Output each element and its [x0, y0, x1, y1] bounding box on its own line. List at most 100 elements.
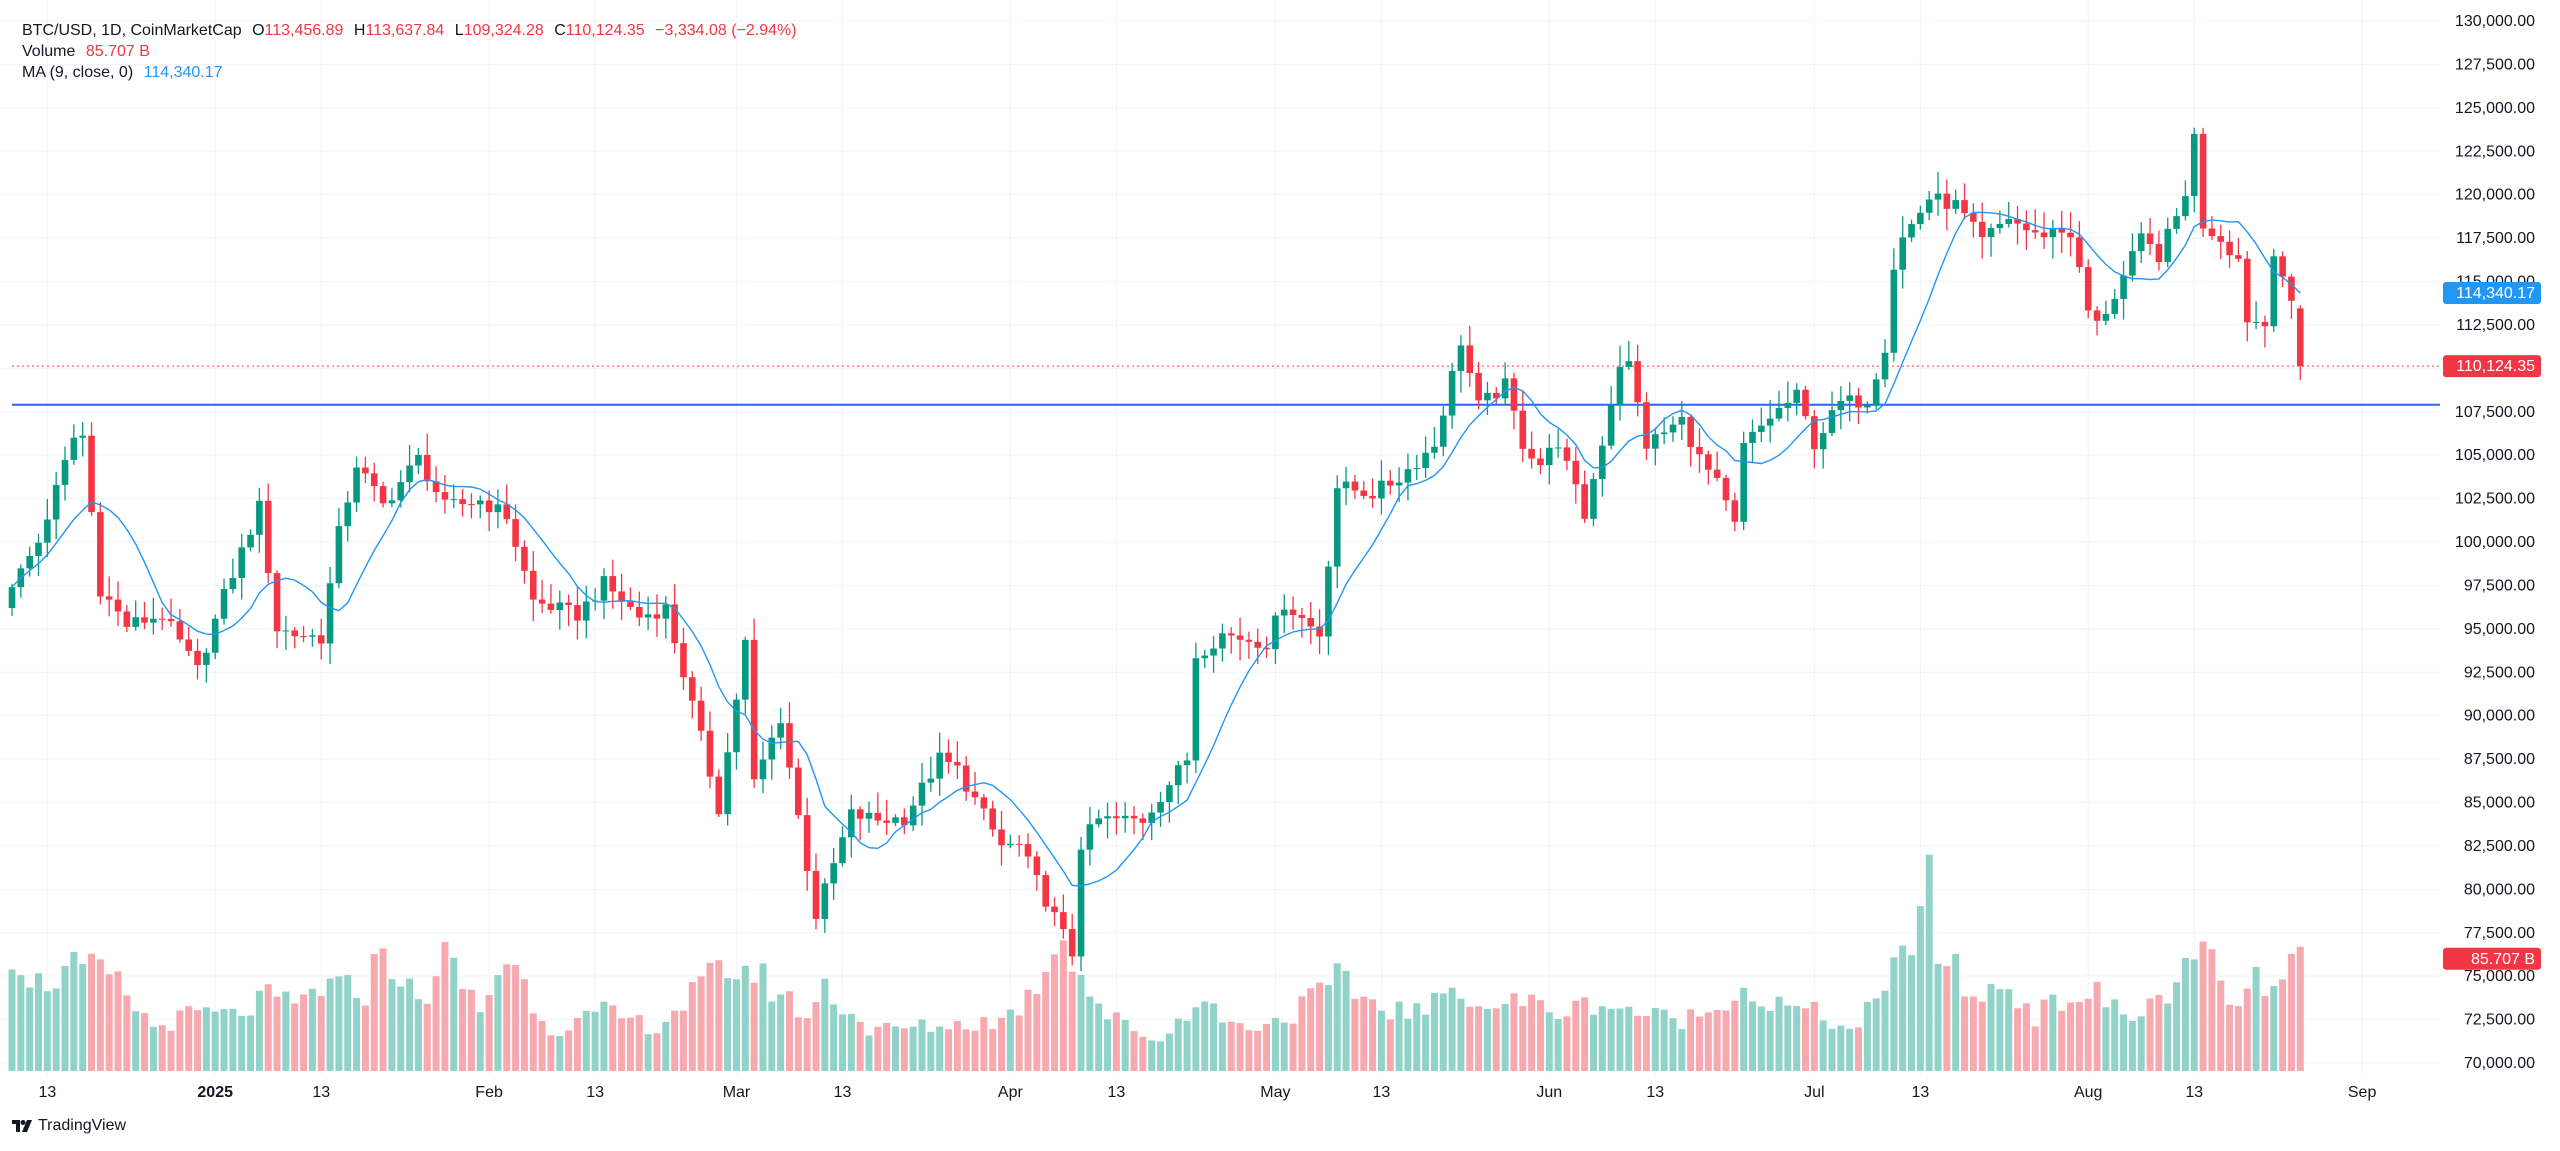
candle [388, 488, 396, 507]
open-label: O [252, 22, 265, 39]
volume-bar [353, 997, 361, 1071]
candle [2182, 180, 2189, 221]
candle-body [1643, 402, 1650, 449]
candle [1439, 406, 1447, 457]
volume-bar [1218, 1022, 1226, 1071]
candle [680, 627, 687, 691]
candle [662, 596, 670, 639]
candle [2190, 127, 2198, 213]
candle-body [582, 601, 590, 621]
candle [1872, 373, 1880, 410]
candle-body [79, 435, 86, 438]
candle-body [317, 635, 325, 644]
candle [1528, 431, 1535, 469]
candle-body [1828, 410, 1836, 434]
low-label: L [454, 22, 464, 39]
volume-bar [79, 964, 87, 1071]
candle-body [945, 752, 952, 762]
volume-bar [1899, 945, 1907, 1071]
volume-bar [945, 1029, 953, 1071]
volume-bar [1687, 1009, 1695, 1071]
candle [2067, 212, 2074, 257]
candle-body [803, 815, 811, 871]
tradingview-brand[interactable]: TradingView [12, 1117, 126, 1135]
volume-bar [2226, 1004, 2234, 1071]
volume-bar [1404, 1018, 1412, 1071]
candle [97, 502, 104, 605]
candle-body [1687, 416, 1694, 447]
volume-bar [2014, 1008, 2022, 1071]
volume-bar [158, 1025, 166, 1071]
volume-bar [370, 954, 378, 1071]
candle [980, 794, 988, 821]
price-axis-label: 70,000.00 [2464, 1055, 2535, 1072]
candle [1961, 183, 1968, 220]
candle [1908, 219, 1915, 242]
candle [1404, 453, 1412, 501]
candle [1581, 470, 1588, 523]
candle-body [821, 883, 829, 919]
candle-body [1872, 379, 1880, 406]
volume-bar [662, 1021, 670, 1071]
candle-body [1934, 193, 1942, 200]
candle [2155, 230, 2163, 271]
candle-body [1793, 389, 1800, 403]
candle [2040, 212, 2048, 249]
candle [1033, 851, 1041, 891]
candle [1060, 894, 1067, 939]
volume-bar [1784, 1005, 1792, 1071]
candle [2076, 220, 2083, 273]
candle [1625, 340, 1633, 370]
volume-bar [830, 1004, 838, 1071]
candle-body [1563, 447, 1571, 461]
candle [432, 466, 440, 503]
candle-body [1952, 200, 1959, 209]
candle [1563, 438, 1571, 471]
volume-bar [1952, 953, 1960, 1071]
candle-body [2217, 236, 2225, 242]
candle [485, 490, 493, 532]
candle-body [432, 481, 440, 493]
moving-average-line [11, 211, 2301, 887]
ma-price-badge: 114,340.17 [2443, 281, 2541, 304]
volume-bar [1042, 971, 1050, 1071]
volume-value: 85.707 B [85, 43, 150, 60]
price-axis-label: 82,500.00 [2464, 838, 2535, 855]
candle-body [291, 630, 299, 637]
candle-body [1139, 818, 1147, 823]
volume-bar [2031, 1026, 2039, 1071]
candle-body [88, 435, 95, 513]
candle-body [1307, 617, 1315, 627]
volume-bar [1192, 1007, 1200, 1071]
candle [1068, 913, 1076, 966]
candle-body [1590, 479, 1597, 519]
candle-body [521, 546, 528, 571]
candle [1077, 836, 1085, 972]
tradingview-logo-icon [12, 1120, 32, 1132]
candle-body [1024, 844, 1032, 857]
volume-bar [1501, 1004, 1509, 1071]
volume-bar [450, 957, 458, 1071]
candle-body [97, 512, 104, 597]
time-axis-label: Mar [723, 1084, 751, 1101]
volume-bar [1731, 1000, 1739, 1071]
candle-body [1625, 361, 1633, 368]
candle-body [936, 752, 943, 779]
volume-bar [1386, 1019, 1394, 1071]
candle [176, 609, 184, 643]
candle [556, 590, 564, 630]
candle-body [1537, 458, 1544, 466]
price-axis-label: 85,000.00 [2464, 795, 2535, 812]
candle-body [662, 604, 670, 619]
candle [1917, 205, 1924, 230]
candle-body [1298, 615, 1306, 618]
candle [1236, 617, 1244, 661]
candle [317, 618, 325, 660]
candle [1537, 448, 1544, 475]
candle-body [1395, 482, 1403, 486]
candle-body [1448, 370, 1456, 416]
price-axis-label: 77,500.00 [2464, 925, 2535, 942]
candle [1219, 623, 1226, 662]
candle [1157, 791, 1164, 827]
